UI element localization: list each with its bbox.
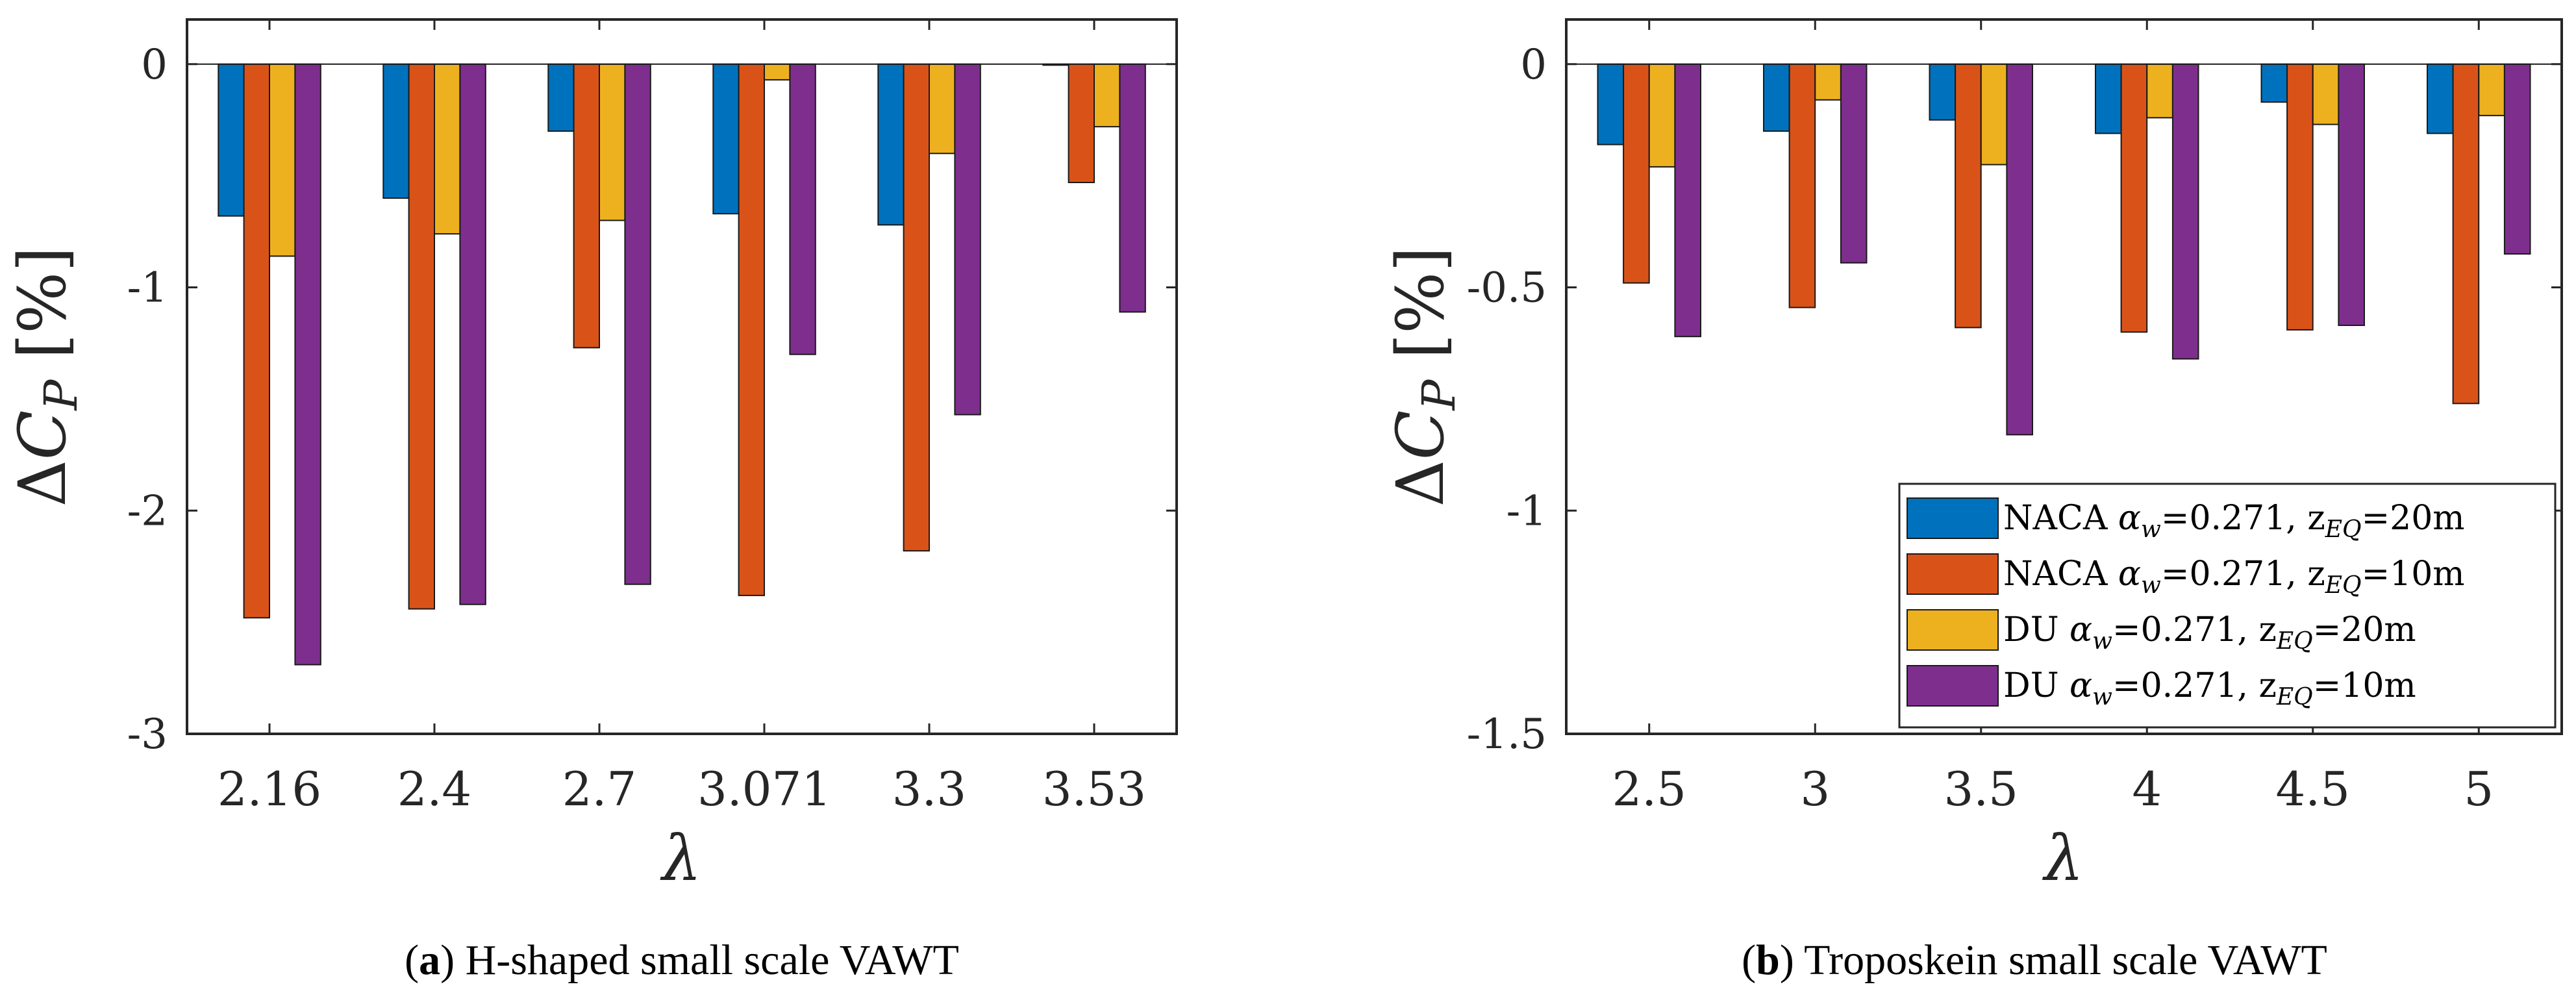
axes-frame: [1565, 18, 2563, 735]
x-axis-label: λ: [660, 822, 702, 895]
bar-series1-4: [2095, 63, 2122, 134]
caption-b-text: Troposkein small scale VAWT: [1804, 936, 2327, 984]
bar-series1-4.5: [2260, 63, 2288, 103]
caption-a: (a) H-shaped small scale VAWT: [405, 936, 959, 984]
bar-series3-3.53: [1094, 63, 1121, 128]
x-tick-label: 2.16: [218, 762, 321, 816]
bar-series4-3.3: [954, 63, 981, 416]
y-tick-label: 0: [1520, 41, 1547, 89]
bar-series4-3: [1840, 63, 1868, 264]
bar-series1-2.16: [218, 63, 245, 217]
bar-series2-2.7: [573, 63, 600, 349]
bar-series3-3.071: [764, 63, 791, 81]
caption-b-letter: b: [1756, 936, 1780, 984]
x-tick-label: 5: [2464, 762, 2494, 816]
bar-series1-2.7: [547, 63, 575, 132]
bar-series1-3.3: [877, 63, 905, 226]
bar-series3-3: [1814, 63, 1842, 101]
panel-a-chart: 0 -1 -2 -3 2.16 2.4 2.7 3.071 3.3 3.53 λ ΔCP [%]: [5, 18, 1178, 895]
x-tick-label: 2.4: [397, 762, 472, 816]
x-axis-label: λ: [2042, 822, 2084, 895]
y-axis-label: ΔCP [%]: [5, 247, 88, 507]
legend: NACA αw=0.271, zEQ=20m NACA αw=0.271, zEQ…: [1898, 483, 2557, 729]
bar-series4-4.5: [2338, 63, 2365, 327]
bar-series4-4: [2171, 63, 2199, 360]
y-tick-label: -2: [127, 487, 168, 535]
bar-series4-3.5: [2006, 63, 2033, 436]
legend-swatch-3: [1907, 609, 1999, 651]
x-tick-label: 3.3: [892, 762, 967, 816]
bar-series4-2.4: [459, 63, 486, 605]
bar-series3-2.16: [269, 63, 296, 257]
x-tick-label: 3.53: [1042, 762, 1146, 816]
x-tick-label: 3: [1800, 762, 1830, 816]
legend-label-4: DU αw=0.271, zEQ=10m: [2003, 666, 2416, 710]
legend-swatch-1: [1907, 497, 1999, 539]
legend-swatch-2: [1907, 553, 1999, 595]
y-axis-label: ΔCP [%]: [1382, 247, 1466, 507]
bar-series3-3.3: [929, 63, 956, 155]
y-tick-label: -1.5: [1467, 710, 1547, 759]
legend-label-3: DU αw=0.271, zEQ=20m: [2003, 610, 2416, 655]
bar-series2-3.071: [738, 63, 765, 596]
bar-series2-3.3: [903, 63, 930, 552]
bar-series4-3.53: [1119, 63, 1146, 313]
legend-swatch-4: [1907, 665, 1999, 707]
bar-series4-5: [2503, 63, 2531, 255]
legend-box: [1898, 483, 2557, 729]
panel-b-chart: 0 -0.5 -1 -1.5 2.5 3 3.5 4 4.5 5 λ ΔCP [%] NACA αw=0…: [1382, 18, 2563, 895]
caption-b: (b) Troposkein small scale VAWT: [1742, 936, 2327, 984]
bar-series4-2.16: [294, 63, 321, 666]
bar-series3-3.5: [1980, 63, 2008, 166]
x-tick-label: 2.7: [562, 762, 637, 816]
bar-series3-5: [2478, 63, 2505, 116]
bar-series2-2.4: [408, 63, 435, 610]
bar-series3-2.5: [1648, 63, 1676, 168]
legend-label-1: NACA αw=0.271, zEQ=20m: [2003, 499, 2465, 543]
bar-series4-3.071: [789, 63, 816, 355]
axes-frame: [186, 18, 1178, 735]
bar-series1-2.5: [1597, 63, 1625, 145]
bar-series2-2.5: [1623, 63, 1650, 284]
bar-series2-2.16: [243, 63, 271, 619]
bar-series2-4.5: [2286, 63, 2314, 331]
bar-series1-3.071: [712, 63, 740, 215]
bar-series1-2.4: [382, 63, 410, 199]
bar-series3-4.5: [2312, 63, 2340, 125]
y-tick-label: -0.5: [1467, 264, 1547, 312]
bar-series3-2.4: [434, 63, 461, 235]
caption-a-text: H-shaped small scale VAWT: [466, 936, 959, 984]
bar-series4-2.5: [1674, 63, 1701, 338]
bar-series2-5: [2452, 63, 2480, 405]
x-tick-label: 4: [2132, 762, 2162, 816]
bar-series2-3: [1788, 63, 1816, 308]
y-tick-label: -3: [127, 710, 168, 759]
legend-label-2: NACA αw=0.271, zEQ=10m: [2003, 555, 2465, 599]
bar-series1-5: [2427, 63, 2454, 134]
y-tick-label: -1: [1507, 487, 1547, 535]
bar-series4-2.7: [624, 63, 651, 585]
y-tick-label: -1: [127, 264, 168, 312]
bar-series2-4: [2120, 63, 2148, 333]
x-tick-label: 3.5: [1944, 762, 2018, 816]
x-tick-label: 3.071: [697, 762, 831, 816]
bar-series3-2.7: [599, 63, 626, 221]
y-tick-label: 0: [141, 41, 168, 89]
x-tick-label: 4.5: [2275, 762, 2350, 816]
bar-series1-3: [1763, 63, 1790, 132]
plot-area: [187, 19, 1177, 734]
bar-series1-3.5: [1929, 63, 1957, 121]
bar-series2-3.53: [1068, 63, 1095, 183]
bar-series3-4: [2146, 63, 2173, 119]
caption-a-letter: a: [419, 936, 440, 984]
bar-series2-3.5: [1955, 63, 1982, 329]
x-tick-label: 2.5: [1612, 762, 1686, 816]
